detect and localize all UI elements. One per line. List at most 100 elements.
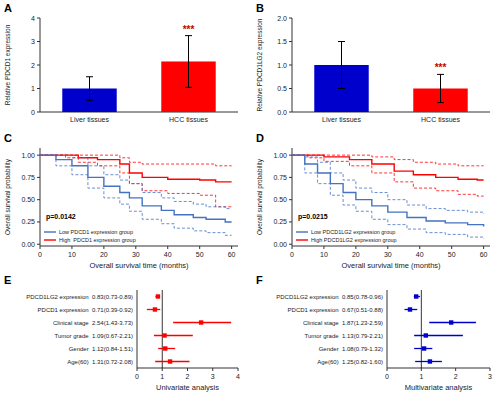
confidence-interval <box>154 335 193 336</box>
y-axis-line <box>292 148 293 246</box>
x-tick <box>455 368 456 371</box>
ci-lower-line <box>292 155 484 196</box>
reference-line <box>421 290 422 368</box>
x-axis-line <box>292 246 490 247</box>
error-bar <box>437 74 444 102</box>
x-tick <box>167 246 168 249</box>
y-tick-label: PDCD1 expression 0.71(0.39-0.92) <box>38 307 133 313</box>
x-tick <box>387 368 388 371</box>
x-tick <box>451 246 452 249</box>
x-tick <box>137 368 138 371</box>
p-value: p=0.0215 <box>298 213 328 221</box>
significance-annotation: *** <box>435 62 447 73</box>
hazard-ratio-point <box>428 359 432 363</box>
y-tick <box>37 155 40 156</box>
x-tick-label: 10 <box>320 251 328 258</box>
plot-area <box>40 155 232 235</box>
hazard-ratio-point <box>156 294 160 298</box>
y-axis-line <box>387 290 388 368</box>
y-axis-label: Relative PDCD1LG2 expression <box>256 18 264 111</box>
hazard-ratio-point <box>162 333 166 337</box>
x-tick-label: 10 <box>68 251 76 258</box>
y-tick-label: 1 <box>31 85 35 92</box>
x-tick-label: 3 <box>488 373 492 380</box>
legend: Low PDCD1LG2 expression groupHigh PDCD1L… <box>296 229 397 243</box>
y-tick-label: Gender 1.08(0.79-1.32) <box>319 346 383 352</box>
x-tick-label: 1 <box>419 373 423 380</box>
error-bar-cap <box>185 35 192 36</box>
x-tick-label: 30 <box>132 251 140 258</box>
y-tick <box>289 155 292 156</box>
x-tick <box>238 368 239 371</box>
ci-upper-line <box>292 155 484 214</box>
x-tick-label: 40 <box>416 251 424 258</box>
y-tick-label: Clinical stage 1.87(1.23-2.59) <box>303 320 383 326</box>
error-bar-cap <box>338 88 345 89</box>
panel-label: F <box>256 274 263 286</box>
x-axis-line <box>387 368 490 369</box>
y-axis-line <box>40 148 41 246</box>
hazard-ratio-point <box>414 294 418 298</box>
y-tick <box>37 88 40 89</box>
x-tick-label: 4 <box>236 373 240 380</box>
y-tick-label: Gender 1.12(0.84-1.51) <box>69 346 133 352</box>
figure: 0 1 2 3 4 Liver tissues HCC tissues *** Relative… <box>0 0 500 404</box>
error-bar-cap <box>437 74 444 75</box>
y-tick <box>37 199 40 200</box>
x-tick-label: 0 <box>135 373 139 380</box>
p-value: p=0.0142 <box>46 213 76 221</box>
x-tick-label: HCC tissues <box>421 116 460 123</box>
hazard-ratio-point <box>199 320 203 324</box>
x-tick-label: 0 <box>290 251 294 258</box>
error-bar <box>338 42 345 89</box>
survival-line <box>292 155 484 226</box>
y-tick <box>37 112 40 113</box>
x-tick <box>483 246 484 249</box>
x-tick <box>421 368 422 371</box>
ci-lower-line <box>292 155 484 239</box>
x-tick-label: 2 <box>186 373 190 380</box>
y-tick <box>37 41 40 42</box>
y-tick-label: Tumor grade 1.13(0.79-2.21) <box>305 333 384 339</box>
hazard-ratio-point <box>422 346 426 350</box>
y-tick <box>289 177 292 178</box>
x-axis-label: Univariate analysis <box>156 383 219 392</box>
x-tick <box>187 368 188 371</box>
y-tick <box>289 244 292 245</box>
y-tick <box>289 18 292 19</box>
x-tick <box>490 368 491 371</box>
x-tick-label: Liver tissues <box>70 116 109 123</box>
x-tick <box>231 246 232 249</box>
x-tick-label: 1 <box>160 373 164 380</box>
y-tick-label: 0 <box>31 109 35 116</box>
error-bar-line <box>341 42 342 89</box>
reference-line <box>162 290 163 368</box>
panel-label: C <box>4 132 12 144</box>
y-tick-label: 0.00 <box>21 241 35 248</box>
error-bar-cap <box>338 41 345 42</box>
y-tick <box>289 221 292 222</box>
x-tick-label: HCC tissues <box>169 116 208 123</box>
error-bar-cap <box>437 102 444 103</box>
x-tick <box>103 246 104 249</box>
y-axis-label: Overall survival probability <box>4 158 12 235</box>
x-tick-label: 0 <box>38 251 42 258</box>
error-bar-line <box>89 77 90 101</box>
x-tick-label: 50 <box>196 251 204 258</box>
y-axis-line <box>137 290 138 368</box>
panel-label: E <box>4 274 11 286</box>
plot-area <box>292 155 484 239</box>
y-tick-label: PDCD1LG2 expression 0.85(0.78-0.96) <box>276 294 383 300</box>
y-tick-label: 0.75 <box>21 174 35 181</box>
x-axis-line <box>40 246 238 247</box>
y-tick <box>37 177 40 178</box>
legend-swatch <box>296 231 308 232</box>
x-tick-label: Liver tissues <box>322 116 361 123</box>
y-tick <box>289 41 292 42</box>
y-tick-label: Clinical stage 2.54(1.43-3.73) <box>53 320 133 326</box>
x-tick-label: 3 <box>211 373 215 380</box>
x-tick <box>162 368 163 371</box>
y-tick-label: 2.0 <box>277 15 287 22</box>
legend-swatch <box>296 239 308 240</box>
legend-label: High PDCD1LG2 expression group <box>311 237 397 243</box>
